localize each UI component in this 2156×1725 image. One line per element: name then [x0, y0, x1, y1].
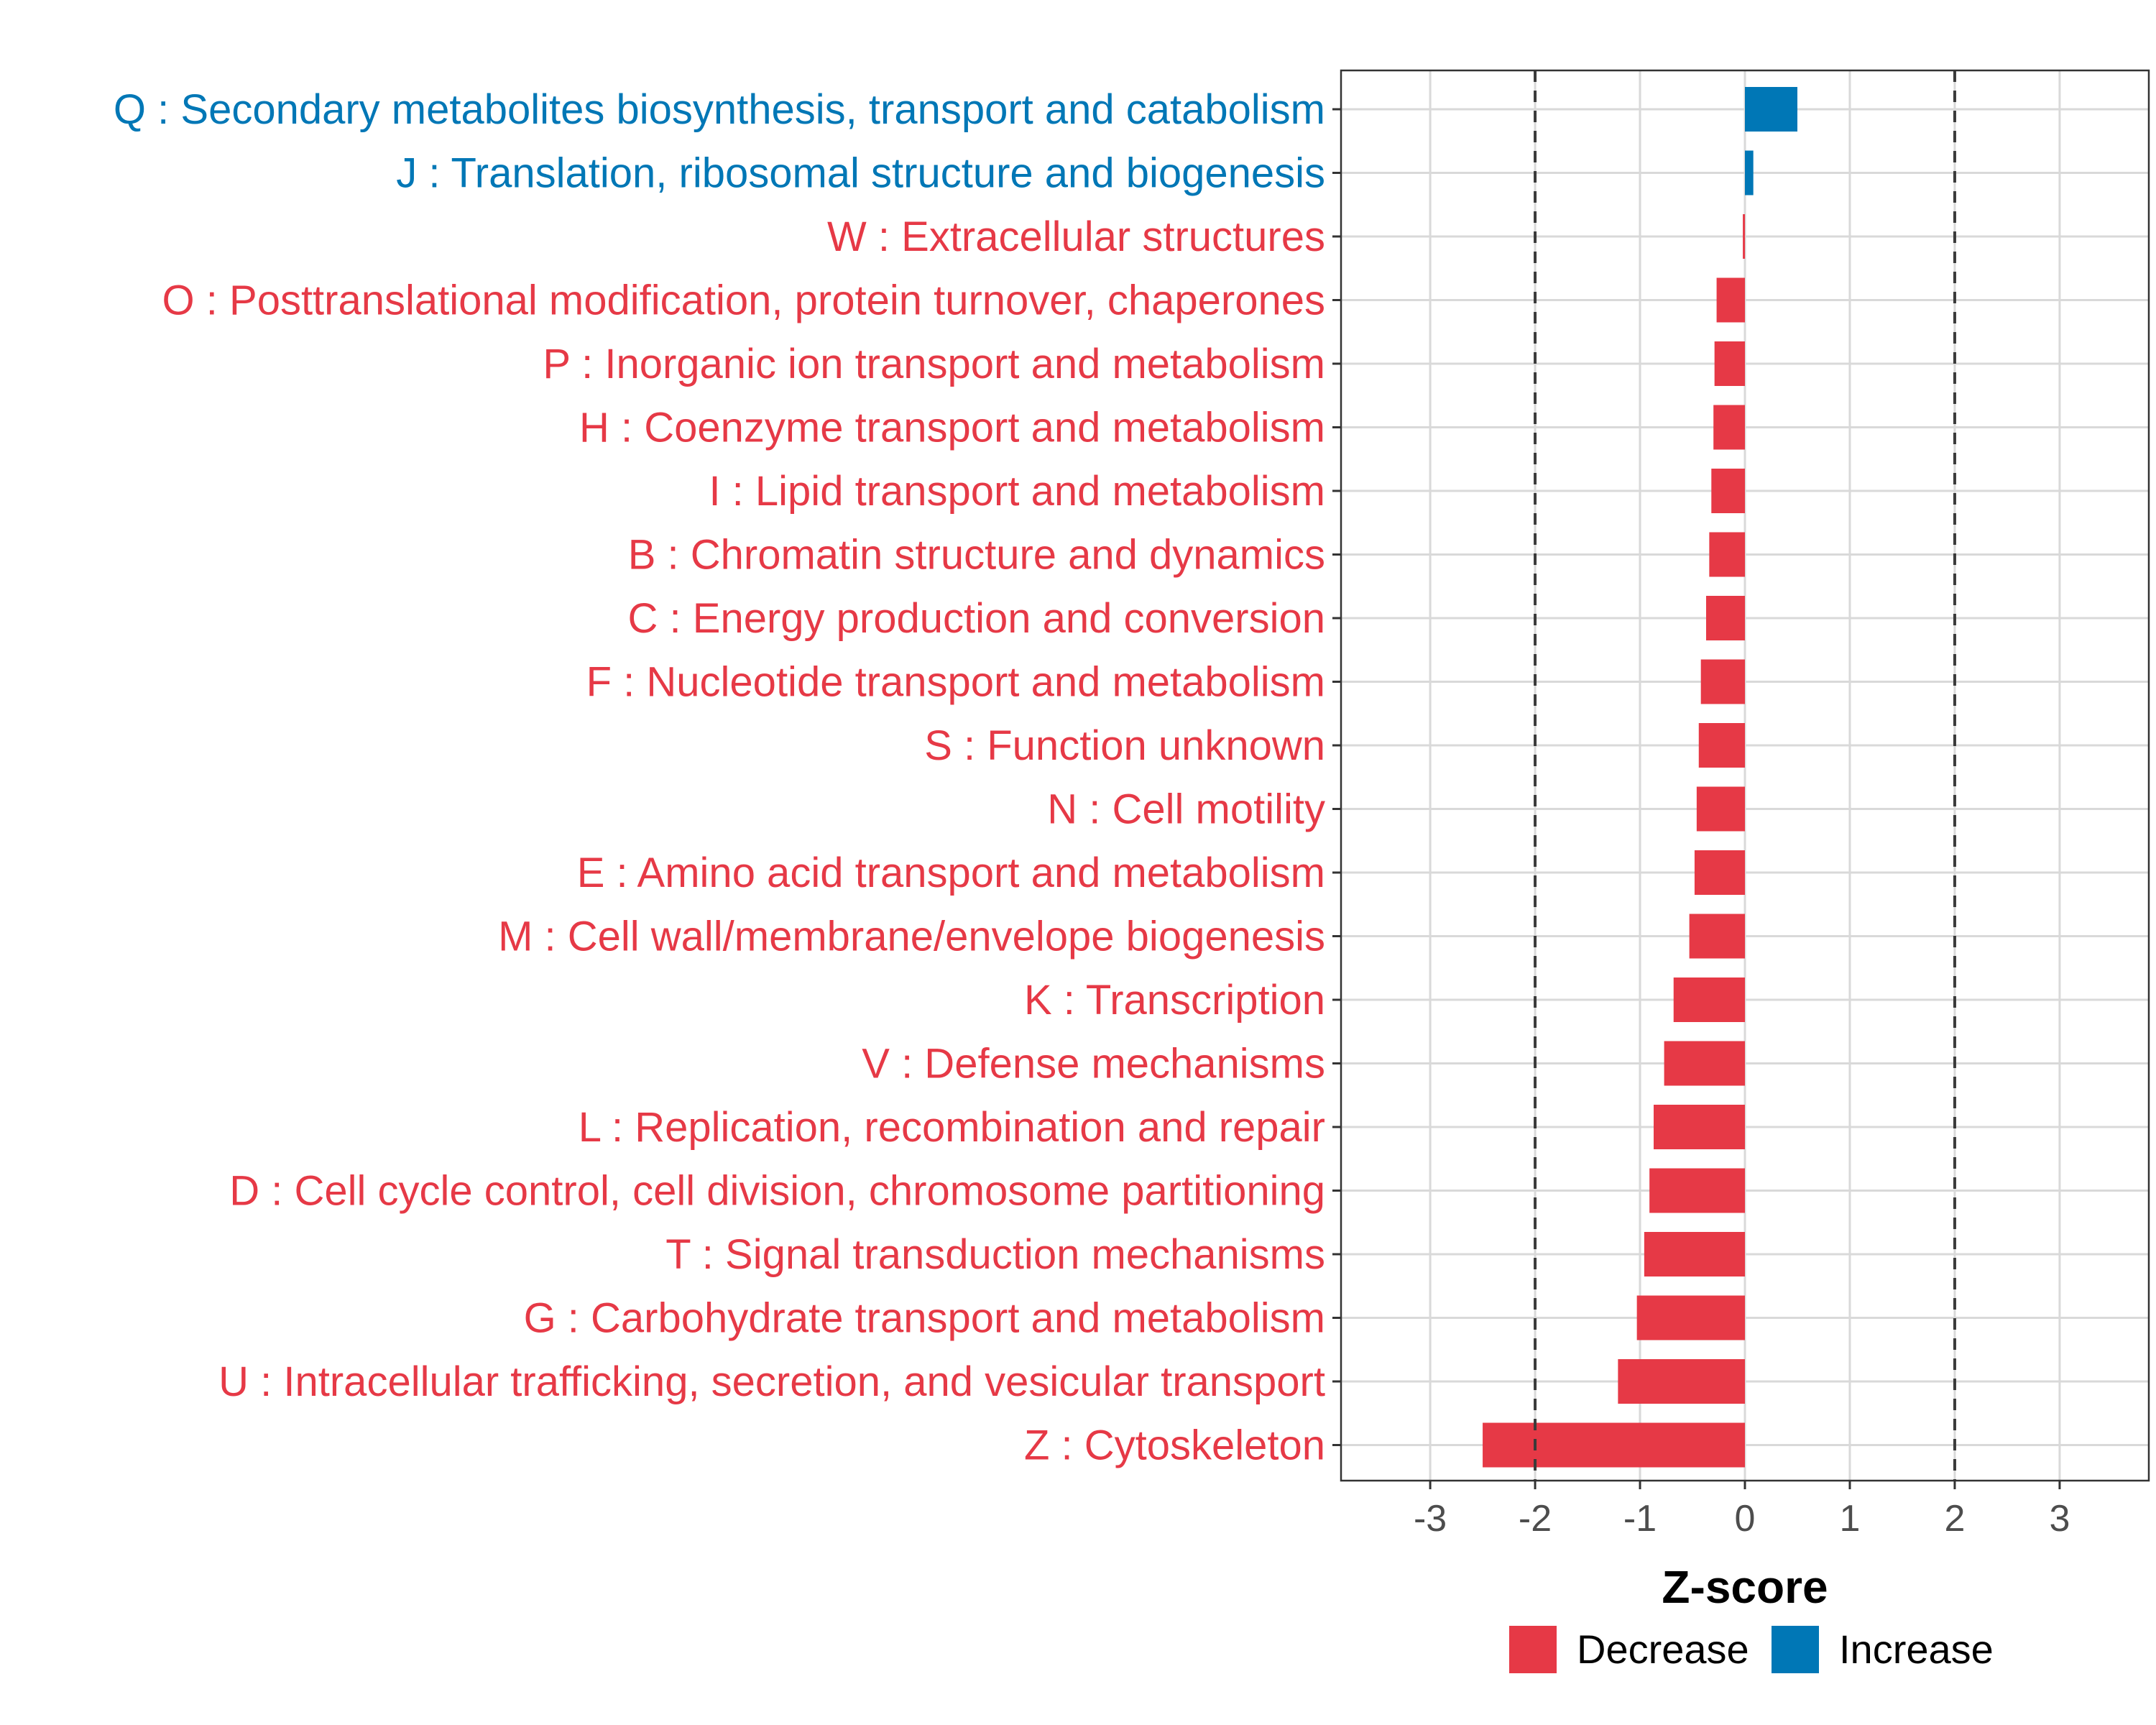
- category-label: N : Cell motility: [1047, 786, 1325, 833]
- x-tick-label: 0: [1735, 1498, 1756, 1540]
- category-label: F : Nucleotide transport and metabolism: [586, 659, 1325, 706]
- category-label: D : Cell cycle control, cell division, c…: [229, 1168, 1325, 1215]
- bar: [1745, 150, 1754, 196]
- category-label: C : Energy production and conversion: [628, 595, 1325, 642]
- bar: [1700, 659, 1745, 704]
- x-tick-label: -2: [1519, 1498, 1552, 1540]
- bar: [1713, 405, 1745, 450]
- category-label: W : Extracellular structures: [827, 213, 1325, 260]
- category-label: J : Translation, ribosomal structure and…: [396, 150, 1325, 197]
- y-axis-labels: Q : Secondary metabolites biosynthesis, …: [114, 86, 1325, 1469]
- bar: [1483, 1422, 1745, 1468]
- bar: [1716, 277, 1745, 323]
- bar: [1714, 341, 1745, 386]
- x-tick-label: 1: [1840, 1498, 1861, 1540]
- bar: [1649, 1168, 1745, 1213]
- x-tick-label: 3: [2049, 1498, 2070, 1540]
- legend-label: Decrease: [1577, 1627, 1749, 1672]
- reference-lines: [1534, 70, 1956, 1481]
- category-label: G : Carbohydrate transport and metabolis…: [524, 1295, 1325, 1342]
- bar: [1743, 214, 1746, 259]
- category-label: U : Intracellular trafficking, secretion…: [218, 1358, 1325, 1405]
- category-label: Z : Cytoskeleton: [1024, 1422, 1325, 1469]
- category-label: V : Defense mechanisms: [862, 1041, 1325, 1087]
- category-label: O : Posttranslational modification, prot…: [162, 277, 1325, 324]
- bar: [1664, 1041, 1745, 1086]
- category-label: I : Lipid transport and metabolism: [709, 468, 1325, 515]
- x-tick-label: -3: [1414, 1498, 1447, 1540]
- bar: [1644, 1232, 1745, 1276]
- category-label: S : Function unknown: [924, 722, 1325, 769]
- legend: Decrease Increase: [1509, 1626, 1994, 1673]
- bar: [1673, 978, 1745, 1022]
- category-label: T : Signal transduction mechanisms: [665, 1231, 1325, 1278]
- x-tick-label: -1: [1623, 1498, 1657, 1540]
- y-axis-ticks: [1332, 108, 1341, 1446]
- category-label: P : Inorganic ion transport and metaboli…: [543, 341, 1325, 387]
- category-label: B : Chromatin structure and dynamics: [628, 532, 1325, 579]
- bar: [1636, 1295, 1745, 1340]
- category-label: L : Replication, recombination and repai…: [579, 1104, 1325, 1151]
- bar: [1689, 914, 1745, 959]
- legend-swatch: [1509, 1626, 1557, 1673]
- bar: [1745, 87, 1797, 132]
- bars: [1483, 87, 1797, 1468]
- bar: [1696, 786, 1745, 832]
- bar: [1709, 532, 1745, 577]
- bar: [1654, 1105, 1745, 1149]
- category-label: H : Coenzyme transport and metabolism: [579, 405, 1325, 451]
- x-axis-ticks: [1429, 1481, 2061, 1489]
- category-label: M : Cell wall/membrane/envelope biogenes…: [498, 914, 1325, 960]
- bar: [1698, 723, 1745, 768]
- bar: [1711, 469, 1745, 513]
- legend-swatch: [1772, 1626, 1819, 1673]
- x-axis-title: Z-score: [1662, 1561, 1828, 1613]
- category-label: E : Amino acid transport and metabolism: [577, 850, 1325, 896]
- bar: [1705, 596, 1745, 640]
- bar: [1618, 1359, 1745, 1404]
- category-label: K : Transcription: [1024, 977, 1325, 1024]
- category-label: Q : Secondary metabolites biosynthesis, …: [114, 86, 1325, 133]
- bar: [1694, 850, 1745, 895]
- x-axis-labels: -3 -2 -1 0 1 2 3: [1414, 1498, 2070, 1540]
- x-tick-label: 2: [1944, 1498, 1965, 1540]
- legend-label: Increase: [1839, 1627, 1994, 1672]
